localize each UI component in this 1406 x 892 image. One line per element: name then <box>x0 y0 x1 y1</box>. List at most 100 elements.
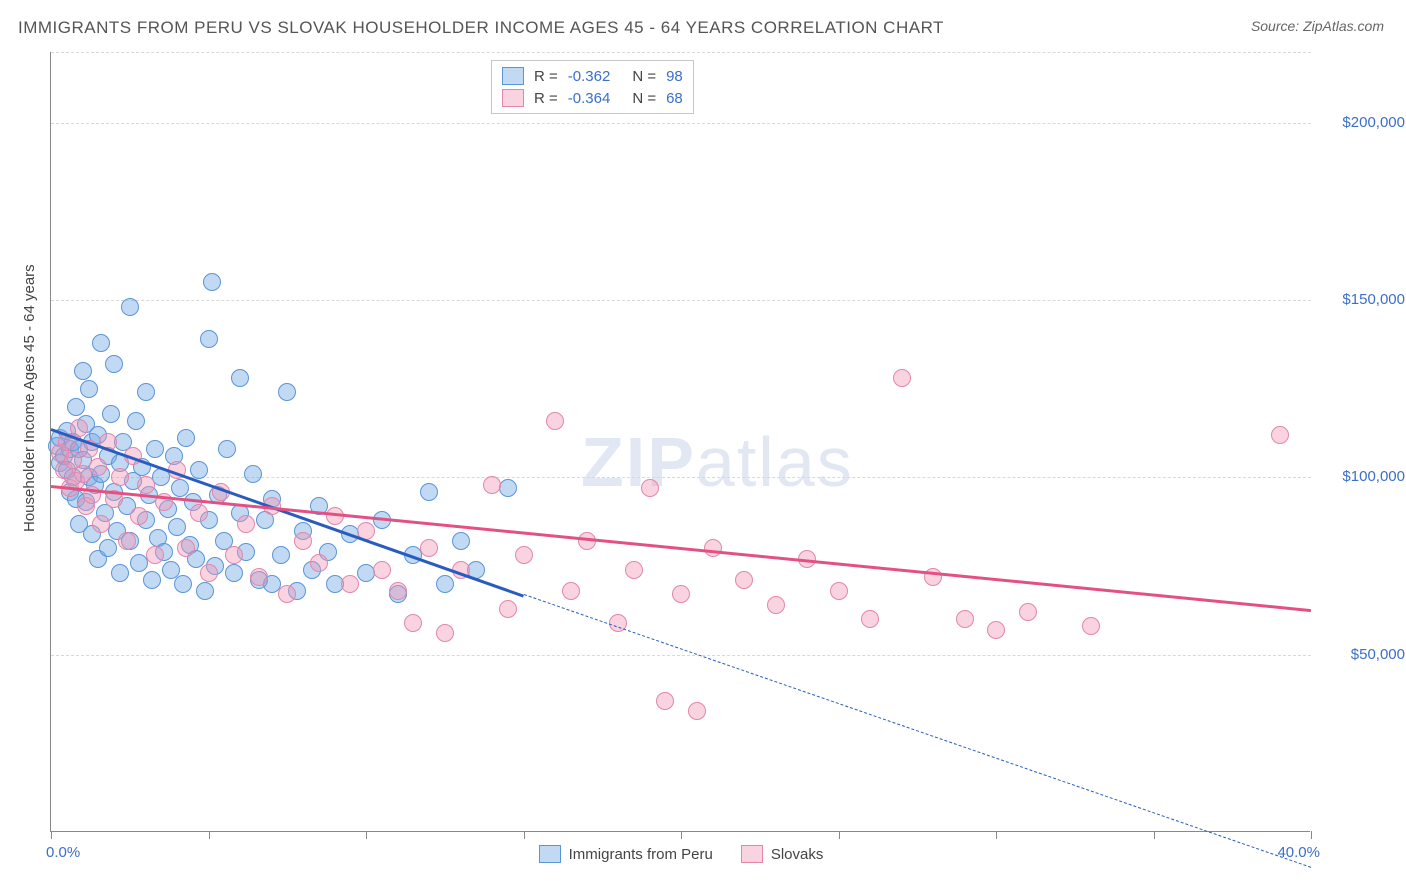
data-point <box>92 515 110 533</box>
x-tick <box>1154 831 1155 839</box>
data-point <box>987 621 1005 639</box>
legend-swatch <box>741 845 763 863</box>
data-point <box>310 554 328 572</box>
data-point <box>118 532 136 550</box>
data-point <box>861 610 879 628</box>
watermark: ZIPatlas <box>581 422 854 502</box>
data-point <box>1271 426 1289 444</box>
legend-row: R =-0.364N =68 <box>502 87 683 109</box>
x-tick <box>209 831 210 839</box>
data-point <box>225 546 243 564</box>
data-point <box>231 369 249 387</box>
data-point <box>483 476 501 494</box>
data-point <box>200 564 218 582</box>
data-point <box>278 585 296 603</box>
gridline <box>51 300 1311 301</box>
data-point <box>436 624 454 642</box>
data-point <box>218 440 236 458</box>
data-point <box>174 575 192 593</box>
legend-swatch <box>502 89 524 107</box>
data-point <box>177 539 195 557</box>
n-value: 68 <box>666 90 683 107</box>
data-point <box>373 561 391 579</box>
data-point <box>420 483 438 501</box>
scatter-chart: ZIPatlas Householder Income Ages 45 - 64… <box>50 52 1310 832</box>
data-point <box>735 571 753 589</box>
x-tick <box>996 831 997 839</box>
x-tick <box>524 831 525 839</box>
y-axis-label: Householder Income Ages 45 - 64 years <box>21 264 38 532</box>
data-point <box>146 546 164 564</box>
x-tick <box>51 831 52 839</box>
data-point <box>499 479 517 497</box>
data-point <box>272 546 290 564</box>
y-tick-label: $100,000 <box>1320 468 1405 485</box>
series-name: Immigrants from Peru <box>569 846 713 863</box>
data-point <box>830 582 848 600</box>
data-point <box>168 518 186 536</box>
correlation-legend: R = -0.362 N = 98R = -0.364 N = 68 <box>491 60 694 114</box>
data-point <box>688 702 706 720</box>
gridline <box>51 477 1311 478</box>
n-label: N = <box>632 68 656 85</box>
data-point <box>137 476 155 494</box>
data-point <box>656 692 674 710</box>
n-value: 98 <box>666 68 683 85</box>
data-point <box>452 532 470 550</box>
data-point <box>196 582 214 600</box>
series-name: Slovaks <box>771 846 824 863</box>
data-point <box>294 532 312 550</box>
legend-item: Slovaks <box>741 845 824 863</box>
gridline <box>51 123 1311 124</box>
data-point <box>74 362 92 380</box>
r-value: -0.364 <box>568 90 611 107</box>
data-point <box>546 412 564 430</box>
data-point <box>515 546 533 564</box>
data-point <box>244 465 262 483</box>
data-point <box>143 571 161 589</box>
y-tick-label: $150,000 <box>1320 291 1405 308</box>
data-point <box>177 429 195 447</box>
data-point <box>111 468 129 486</box>
data-point <box>767 596 785 614</box>
data-point <box>80 380 98 398</box>
data-point <box>67 398 85 416</box>
data-point <box>70 419 88 437</box>
data-point <box>672 585 690 603</box>
data-point <box>89 458 107 476</box>
legend-row: R = -0.362 N = 98 <box>502 65 683 87</box>
source-attrib: Source: ZipAtlas.com <box>1251 18 1384 34</box>
data-point <box>190 504 208 522</box>
series-legend: Immigrants from Peru Slovaks <box>51 845 1311 863</box>
y-tick-label: $200,000 <box>1320 114 1405 131</box>
n-label: N = <box>632 90 656 107</box>
data-point <box>562 582 580 600</box>
y-tick-label: $50,000 <box>1320 646 1405 663</box>
legend-swatch <box>502 67 524 85</box>
chart-title: IMMIGRANTS FROM PERU VS SLOVAK HOUSEHOLD… <box>18 18 944 38</box>
data-point <box>704 539 722 557</box>
data-point <box>190 461 208 479</box>
data-point <box>237 515 255 533</box>
data-point <box>200 330 218 348</box>
r-label: R = <box>534 68 558 85</box>
data-point <box>499 600 517 618</box>
data-point <box>225 564 243 582</box>
data-point <box>389 582 407 600</box>
x-tick <box>366 831 367 839</box>
data-point <box>127 412 145 430</box>
data-point <box>436 575 454 593</box>
data-point <box>130 507 148 525</box>
gridline <box>51 655 1311 656</box>
data-point <box>341 575 359 593</box>
gridline <box>51 52 1311 53</box>
data-point <box>278 383 296 401</box>
data-point <box>99 539 117 557</box>
data-point <box>250 568 268 586</box>
data-point <box>102 405 120 423</box>
data-point <box>1082 617 1100 635</box>
r-value: -0.362 <box>568 68 611 85</box>
data-point <box>404 614 422 632</box>
x-tick <box>681 831 682 839</box>
trend-line <box>523 594 1311 868</box>
